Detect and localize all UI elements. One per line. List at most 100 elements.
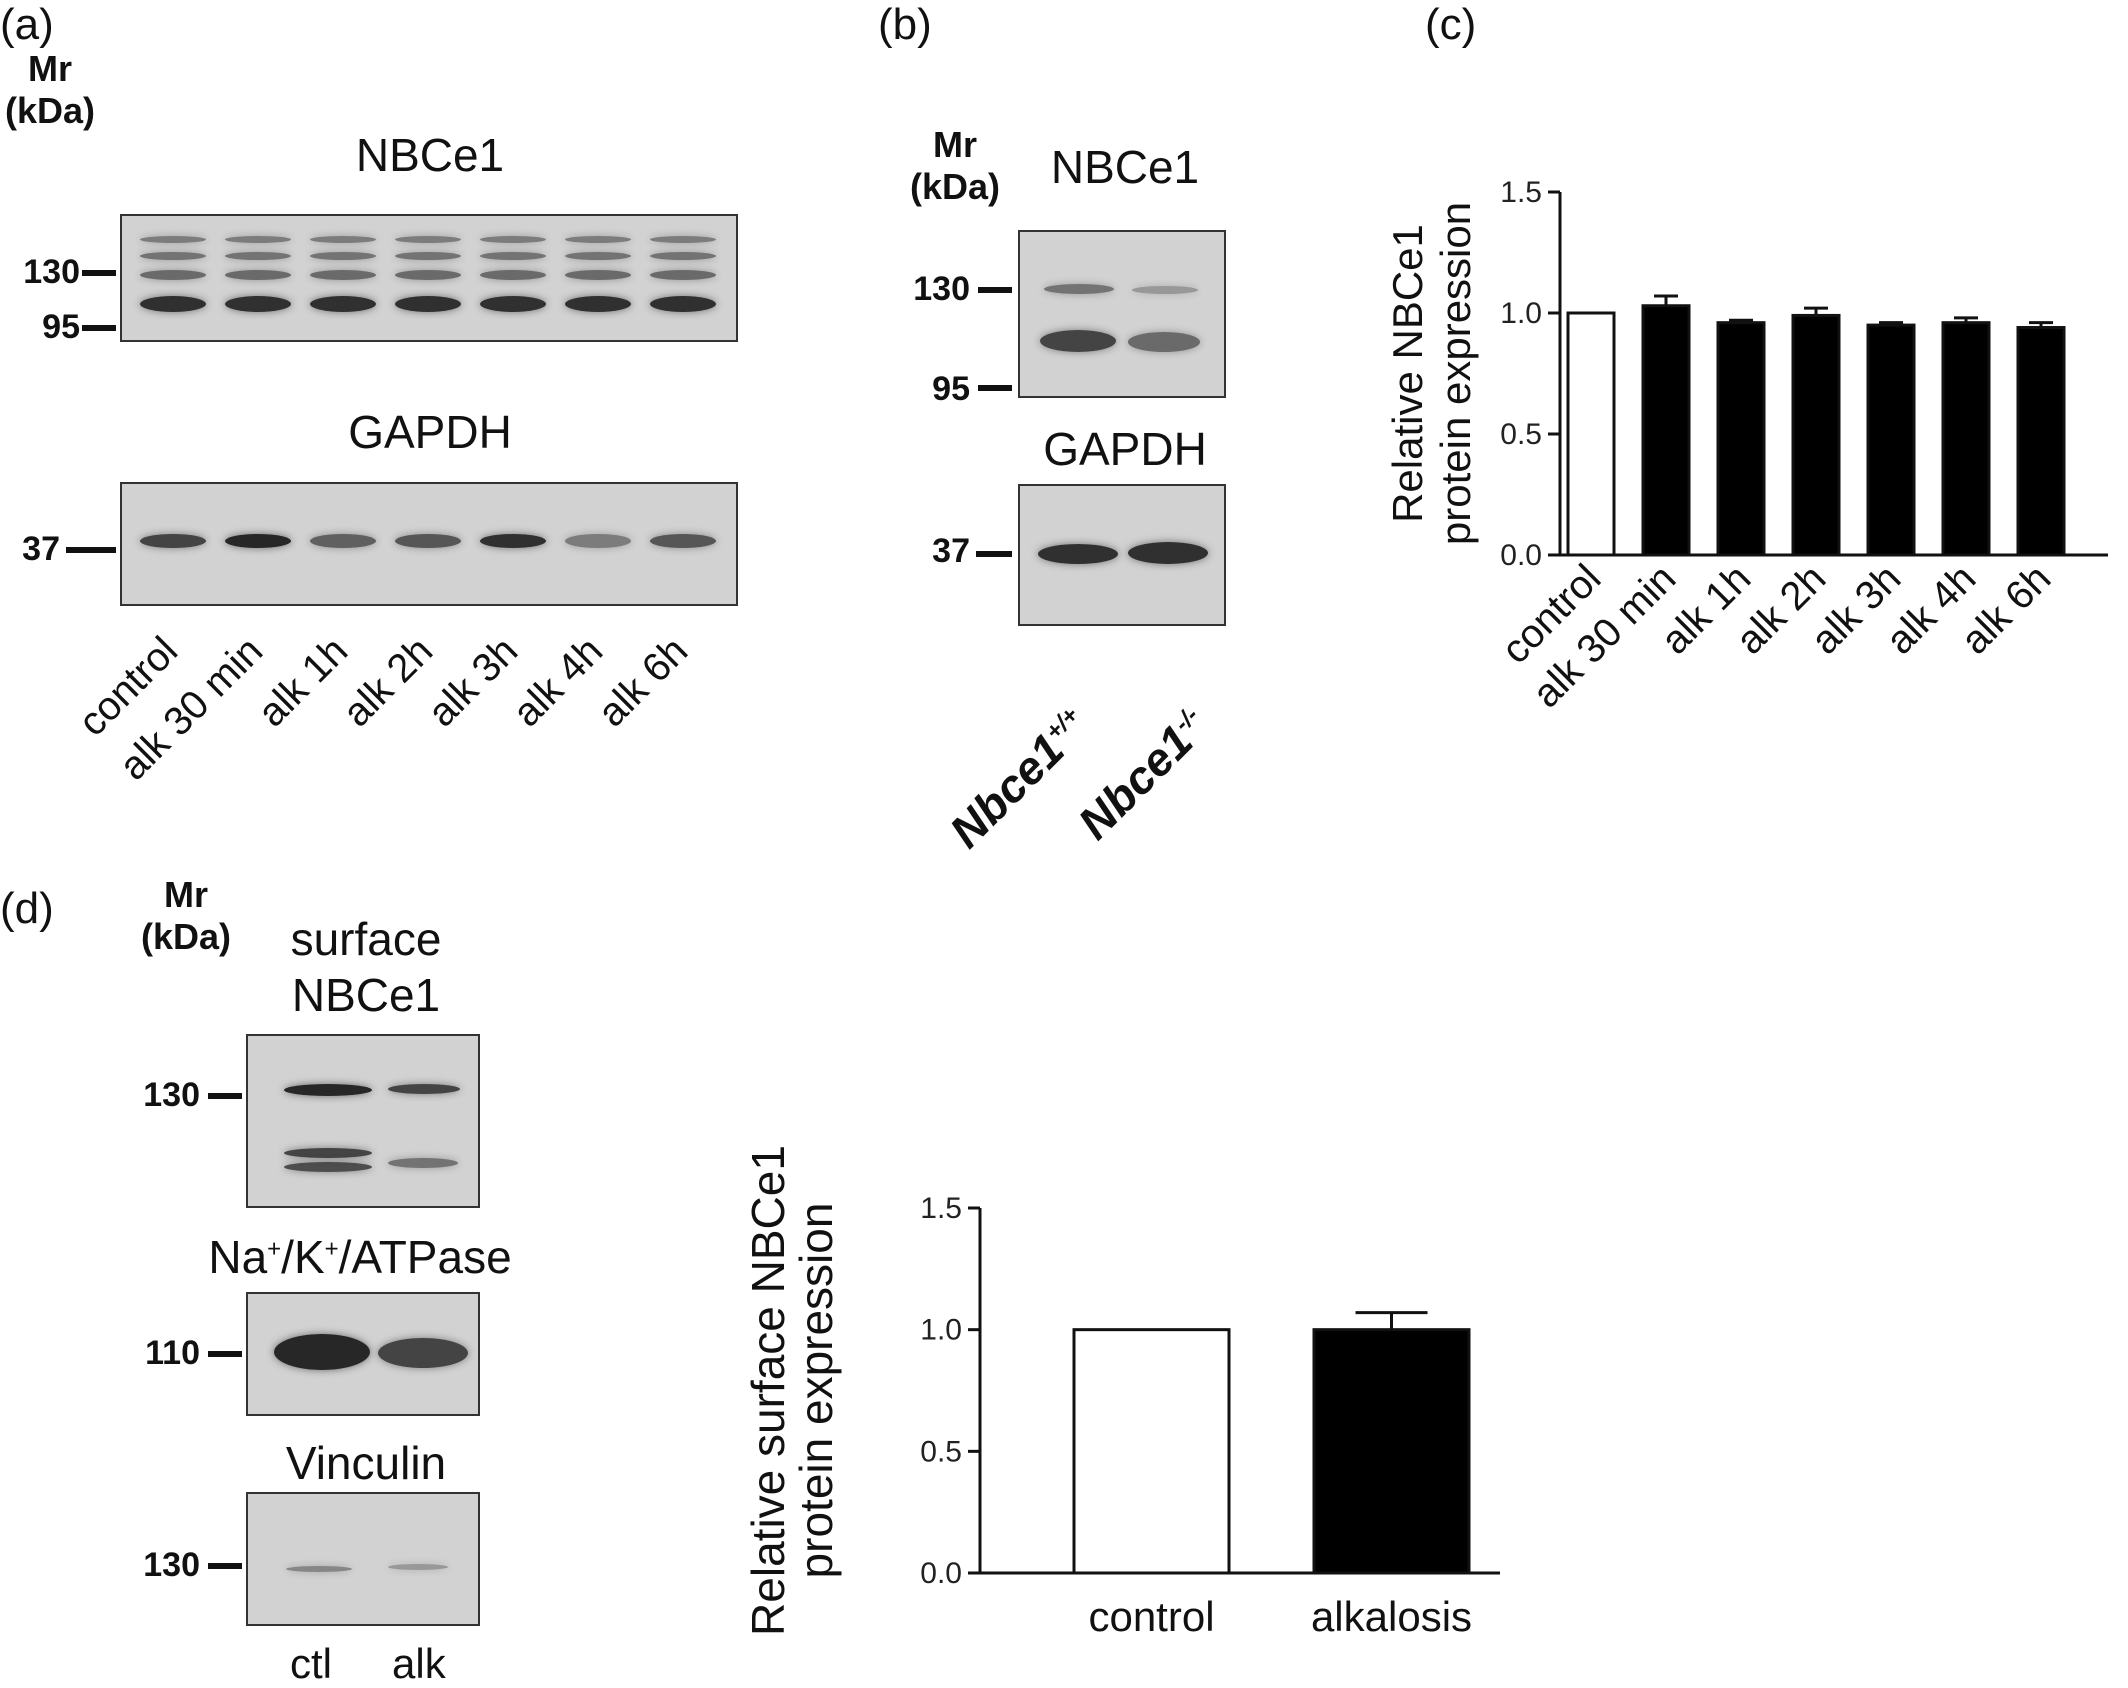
band-gapdh bbox=[140, 534, 206, 548]
band-gapdh bbox=[395, 534, 461, 548]
band-gapdh bbox=[225, 534, 291, 548]
band-nbce1-upper bbox=[225, 236, 291, 243]
blot-d-surface-title-1: surface bbox=[290, 913, 442, 965]
bar bbox=[1866, 323, 1916, 557]
band-nbce1-main bbox=[395, 296, 461, 312]
band-nbce1-main bbox=[1128, 332, 1200, 352]
y-tick-label: 0.0 bbox=[1500, 539, 1542, 572]
bar bbox=[2016, 326, 2066, 557]
band-nbce1-main bbox=[1040, 330, 1116, 352]
marker-tick-130-b bbox=[978, 287, 1012, 293]
lane-label-alk: alk bbox=[392, 1640, 446, 1687]
band-nbce1-mid bbox=[480, 252, 546, 260]
band-nbce1-130 bbox=[225, 270, 291, 280]
band-surface-lower bbox=[284, 1148, 372, 1158]
band-nbce1-main bbox=[310, 296, 376, 312]
bar bbox=[1312, 1328, 1471, 1575]
band-surface-lower bbox=[388, 1158, 458, 1168]
x-tick-label: alkalosis bbox=[1311, 1593, 1472, 1640]
bar bbox=[1072, 1328, 1231, 1575]
marker-130-a: 130 bbox=[23, 253, 80, 291]
marker-tick-37-b bbox=[976, 551, 1012, 557]
marker-37-a: 37 bbox=[22, 530, 60, 568]
bar-chart-c: 0.0 0.5 1.0 1.5 Relative NBCe1 protein expres… bbox=[1384, 176, 2108, 716]
blot-d-vinculin bbox=[246, 1492, 480, 1626]
bar-chart-d: 0.0 0.5 1.0 1.5 Relative surface NBCe1protei… bbox=[742, 1145, 1500, 1640]
marker-95-a: 95 bbox=[42, 308, 80, 346]
y-tick-label: 1.0 bbox=[1500, 297, 1542, 330]
band-nbce1-mid bbox=[395, 252, 461, 260]
blot-a-nbce1 bbox=[120, 214, 738, 342]
blot-a-gapdh-title: GAPDH bbox=[348, 406, 512, 458]
blot-b-gapdh bbox=[1018, 484, 1226, 626]
band-gapdh bbox=[565, 534, 631, 548]
band-nbce1-mid bbox=[140, 252, 206, 260]
marker-tick-95-a bbox=[82, 325, 116, 331]
blot-a-gapdh bbox=[120, 482, 738, 606]
band-vinculin bbox=[286, 1566, 352, 1572]
marker-37-b: 37 bbox=[932, 532, 970, 570]
band-nbce1-upper bbox=[140, 236, 206, 243]
lane-label-ctl: ctl bbox=[290, 1640, 332, 1687]
band-nbce1-main bbox=[565, 296, 631, 312]
band-gapdh bbox=[480, 534, 546, 548]
y-axis-label: protein expression bbox=[790, 1203, 842, 1579]
panel-b-label: (b) bbox=[878, 0, 932, 49]
marker-tick-130-a bbox=[82, 270, 116, 276]
band-nbce1-mid bbox=[225, 252, 291, 260]
blot-d-vinculin-title: Vinculin bbox=[285, 1437, 447, 1489]
band-surface-130 bbox=[284, 1084, 372, 1096]
band-nbce1-upper bbox=[395, 236, 461, 243]
blot-d-surface-nbce1 bbox=[246, 1034, 480, 1208]
marker-tick-110-d bbox=[208, 1351, 242, 1357]
y-tick-label: 1.0 bbox=[920, 1314, 962, 1347]
blot-b-nbce1-title: NBCe1 bbox=[1050, 141, 1200, 193]
marker-tick-130-d1 bbox=[208, 1093, 242, 1099]
band-atpase bbox=[378, 1338, 468, 1368]
marker-tick-37-a bbox=[66, 547, 116, 553]
y-tick-label: 0.5 bbox=[1500, 418, 1542, 451]
y-tick-label: 0.5 bbox=[920, 1435, 962, 1468]
band-gapdh bbox=[310, 534, 376, 548]
band-nbce1-main bbox=[480, 296, 546, 312]
band-nbce1-mid bbox=[650, 252, 716, 260]
bar bbox=[1791, 313, 1841, 557]
blot-d-surface-title-2: NBCe1 bbox=[291, 969, 441, 1021]
y-axis-label: protein expression bbox=[1432, 202, 1479, 545]
band-nbce1-upper bbox=[650, 236, 716, 243]
band-surface-lower bbox=[284, 1162, 372, 1172]
panel-d-label: (d) bbox=[0, 884, 54, 933]
band-gapdh bbox=[1038, 544, 1118, 564]
band-nbce1-upper bbox=[480, 236, 546, 243]
panel-a-label: (a) bbox=[0, 0, 54, 49]
marker-tick-130-d2 bbox=[208, 1563, 242, 1569]
bar bbox=[1941, 321, 1991, 557]
bar bbox=[1641, 304, 1691, 557]
band-nbce1-130 bbox=[310, 270, 376, 280]
band-atpase bbox=[274, 1334, 370, 1370]
band-nbce1-130 bbox=[1132, 286, 1198, 294]
blot-d-atpase-title: Na+/K+/ATPase bbox=[208, 1231, 512, 1283]
marker-130-d2: 130 bbox=[143, 1546, 200, 1584]
marker-130-b: 130 bbox=[913, 270, 970, 308]
band-nbce1-upper bbox=[565, 236, 631, 243]
band-nbce1-main bbox=[140, 296, 206, 312]
x-tick-label: control bbox=[1088, 1593, 1214, 1640]
mr-kda-label-b: Mr (kDa) bbox=[909, 124, 1001, 207]
band-nbce1-130 bbox=[1044, 284, 1114, 294]
band-surface-130 bbox=[388, 1084, 460, 1094]
blot-b-gapdh-title: GAPDH bbox=[1043, 423, 1207, 475]
band-nbce1-130 bbox=[395, 270, 461, 280]
marker-110-d: 110 bbox=[145, 1334, 200, 1372]
y-axis-label: Relative surface NBCe1 bbox=[742, 1145, 794, 1636]
band-gapdh bbox=[650, 534, 716, 548]
band-nbce1-130 bbox=[480, 270, 546, 280]
band-nbce1-130 bbox=[565, 270, 631, 280]
band-nbce1-upper bbox=[310, 236, 376, 243]
blot-d-atpase bbox=[246, 1292, 480, 1416]
marker-130-d1: 130 bbox=[143, 1076, 200, 1114]
mr-kda-label-d: Mr (kDa) bbox=[140, 874, 232, 957]
panel-c-label: (c) bbox=[1425, 0, 1477, 49]
band-gapdh bbox=[1128, 542, 1208, 564]
bar bbox=[1566, 311, 1616, 557]
